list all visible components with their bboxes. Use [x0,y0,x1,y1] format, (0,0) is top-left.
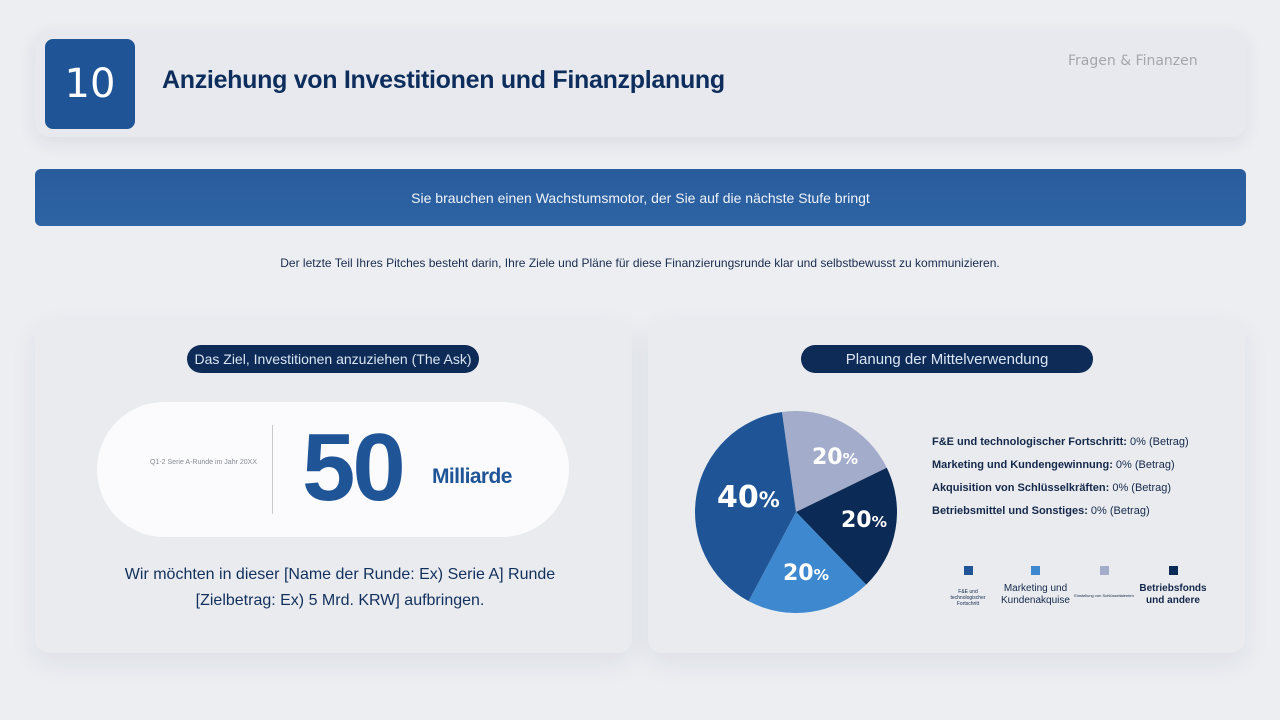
pie-slice [695,411,796,602]
legend-item-rnd: F&E und technologischer Fortschritt [928,566,1008,607]
allocation-item: Betriebsmittel und Sonstiges: 0% (Betrag… [932,505,1150,517]
pie-slice-label: 40% [717,480,780,515]
pie-slice [796,467,897,585]
subtitle: Der letzte Teil Ihres Pitches besteht da… [280,256,1000,270]
pie-slice-label: 20% [783,561,830,586]
ask-amount-box [97,402,569,537]
plan-pill: Planung der Mittelverwendung [801,345,1093,373]
legend-item-talent: Einstellung von Schlüsseltalenten [1068,566,1140,599]
chart-legend: F&E und technologischer Fortschritt Mark… [928,566,1218,626]
legend-swatch [963,566,973,575]
legend-item-marketing: Marketing und Kundenakquise [998,566,1073,607]
slide-number-badge: 10 [45,39,135,129]
ask-caption: Q1-2 Serie A-Runde im Jahr 20XX [150,459,257,466]
legend-swatch [1099,566,1109,575]
pie-slice-label: 20% [812,445,859,470]
ask-description-line2: [Zielbetrag: Ex) 5 Mrd. KRW] aufbringen. [195,592,485,609]
pie-chart [693,411,897,613]
pie-slice [748,512,867,613]
section-label: Fragen & Finanzen [1068,53,1198,69]
pie-slice [781,411,887,512]
allocation-item: Akquisition von Schlüsselkräften: 0% (Be… [932,482,1172,494]
ask-amount: 50 [302,414,406,521]
plan-pill-label: Planung der Mittelverwendung [845,350,1049,368]
ask-pill: Das Ziel, Investitionen anzuziehen (The … [187,345,479,373]
allocation-list: F&E und technologischer Fortschritt: 0% … [932,436,1189,528]
banner-text: Sie brauchen einen Wachstumsmotor, der S… [411,189,870,206]
banner: Sie brauchen einen Wachstumsmotor, der S… [35,169,1246,226]
pie-slice-label: 20% [841,508,888,533]
legend-swatch [1031,566,1040,575]
header-card [35,30,1246,137]
page-title: Anziehung von Investitionen und Finanzpl… [162,66,725,94]
allocation-item: Marketing und Kundengewinnung: 0% (Betra… [932,459,1175,471]
pie-chart-svg [695,411,897,613]
ask-description: Wir möchten in dieser [Name der Runde: E… [100,562,580,614]
ask-unit: Milliarde [432,465,512,488]
allocation-item: F&E und technologischer Fortschritt: 0% … [932,436,1189,448]
legend-swatch [1168,566,1178,575]
ask-pill-label: Das Ziel, Investitionen anzuziehen (The … [194,351,472,367]
ask-divider [272,425,273,514]
ask-description-line1: Wir möchten in dieser [Name der Runde: E… [124,566,556,583]
legend-item-operations: Betriebsfonds und andere [1136,566,1210,607]
